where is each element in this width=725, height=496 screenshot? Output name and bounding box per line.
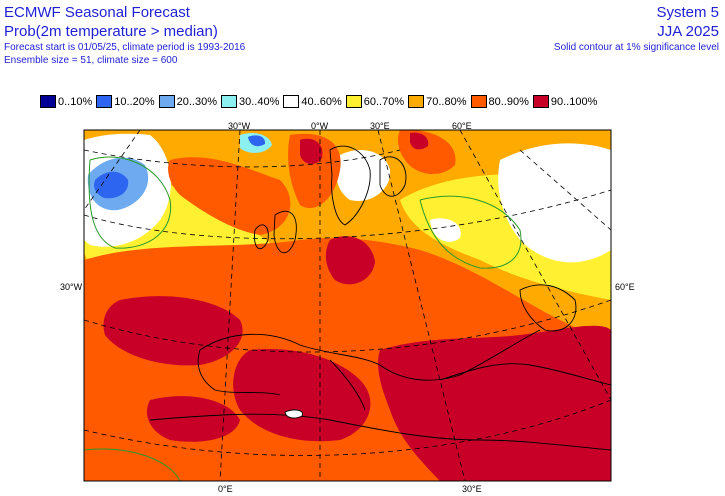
top-lon-label: 30°W xyxy=(228,121,251,131)
left-lon-label: 30°W xyxy=(60,282,83,292)
legend-item: 70..80% xyxy=(408,95,467,108)
legend-label: 90..100% xyxy=(550,95,598,108)
legend-swatch xyxy=(96,95,113,108)
legend-label: 30..40% xyxy=(239,95,280,108)
chart-title: ECMWF Seasonal Forecast xyxy=(4,4,190,21)
legend-label: 60..70% xyxy=(363,95,405,108)
legend-item: 40..60% xyxy=(283,95,342,108)
legend-label: 70..80% xyxy=(426,95,467,108)
legend-item: 0..10% xyxy=(40,95,92,108)
top-lon-label: 30°E xyxy=(370,121,390,131)
significance-note: Solid contour at 1% significance level xyxy=(553,42,719,53)
legend-label: 80..90% xyxy=(488,95,529,108)
bottom-lon-label: 0°E xyxy=(218,484,233,494)
significance-contours xyxy=(84,156,522,481)
map-frame xyxy=(83,129,612,482)
legend-item: 30..40% xyxy=(221,95,279,108)
legend-swatch xyxy=(470,95,487,108)
legend-swatch xyxy=(345,95,362,108)
legend-item: 90..100% xyxy=(532,95,598,108)
legend-swatch xyxy=(532,95,549,108)
system-label: System 5 xyxy=(656,4,719,21)
legend-swatch xyxy=(283,95,300,108)
legend-swatch xyxy=(158,95,175,108)
header-right: System 5 JJA 2025 Solid contour at 1% si… xyxy=(554,4,719,54)
probability-field xyxy=(84,130,611,481)
graticule xyxy=(84,130,611,481)
bottom-lon-label: 30°E xyxy=(462,484,482,494)
legend-label: 20..30% xyxy=(176,95,217,108)
legend-item: 80..90% xyxy=(470,95,529,108)
color-legend: 0..10% 10..20% 20..30% 30..40% 40..60% 6… xyxy=(40,95,601,108)
season-label: JJA 2025 xyxy=(657,23,719,40)
right-lon-label: 60°E xyxy=(615,282,635,292)
legend-swatch xyxy=(221,95,237,108)
legend-item: 10..20% xyxy=(96,95,155,108)
chart-subtitle: Prob(2m temperature > median) xyxy=(4,23,218,40)
legend-swatch xyxy=(408,95,425,108)
top-lon-label: 0°W xyxy=(311,121,329,131)
legend-label: 40..60% xyxy=(301,95,342,108)
ensemble-size-text: Ensemble size = 51, climate size = 600 xyxy=(4,55,178,66)
legend-label: 0..10% xyxy=(58,95,93,108)
top-lon-label: 60°E xyxy=(452,121,472,131)
legend-label: 10..20% xyxy=(114,95,155,108)
coastlines xyxy=(149,145,611,451)
forecast-start-text: Forecast start is 01/05/25, climate peri… xyxy=(4,42,246,53)
header-left: ECMWF Seasonal Forecast Prob(2m temperat… xyxy=(4,4,245,67)
legend-item: 60..70% xyxy=(345,95,405,108)
legend-swatch xyxy=(40,95,56,108)
legend-item: 20..30% xyxy=(158,95,217,108)
